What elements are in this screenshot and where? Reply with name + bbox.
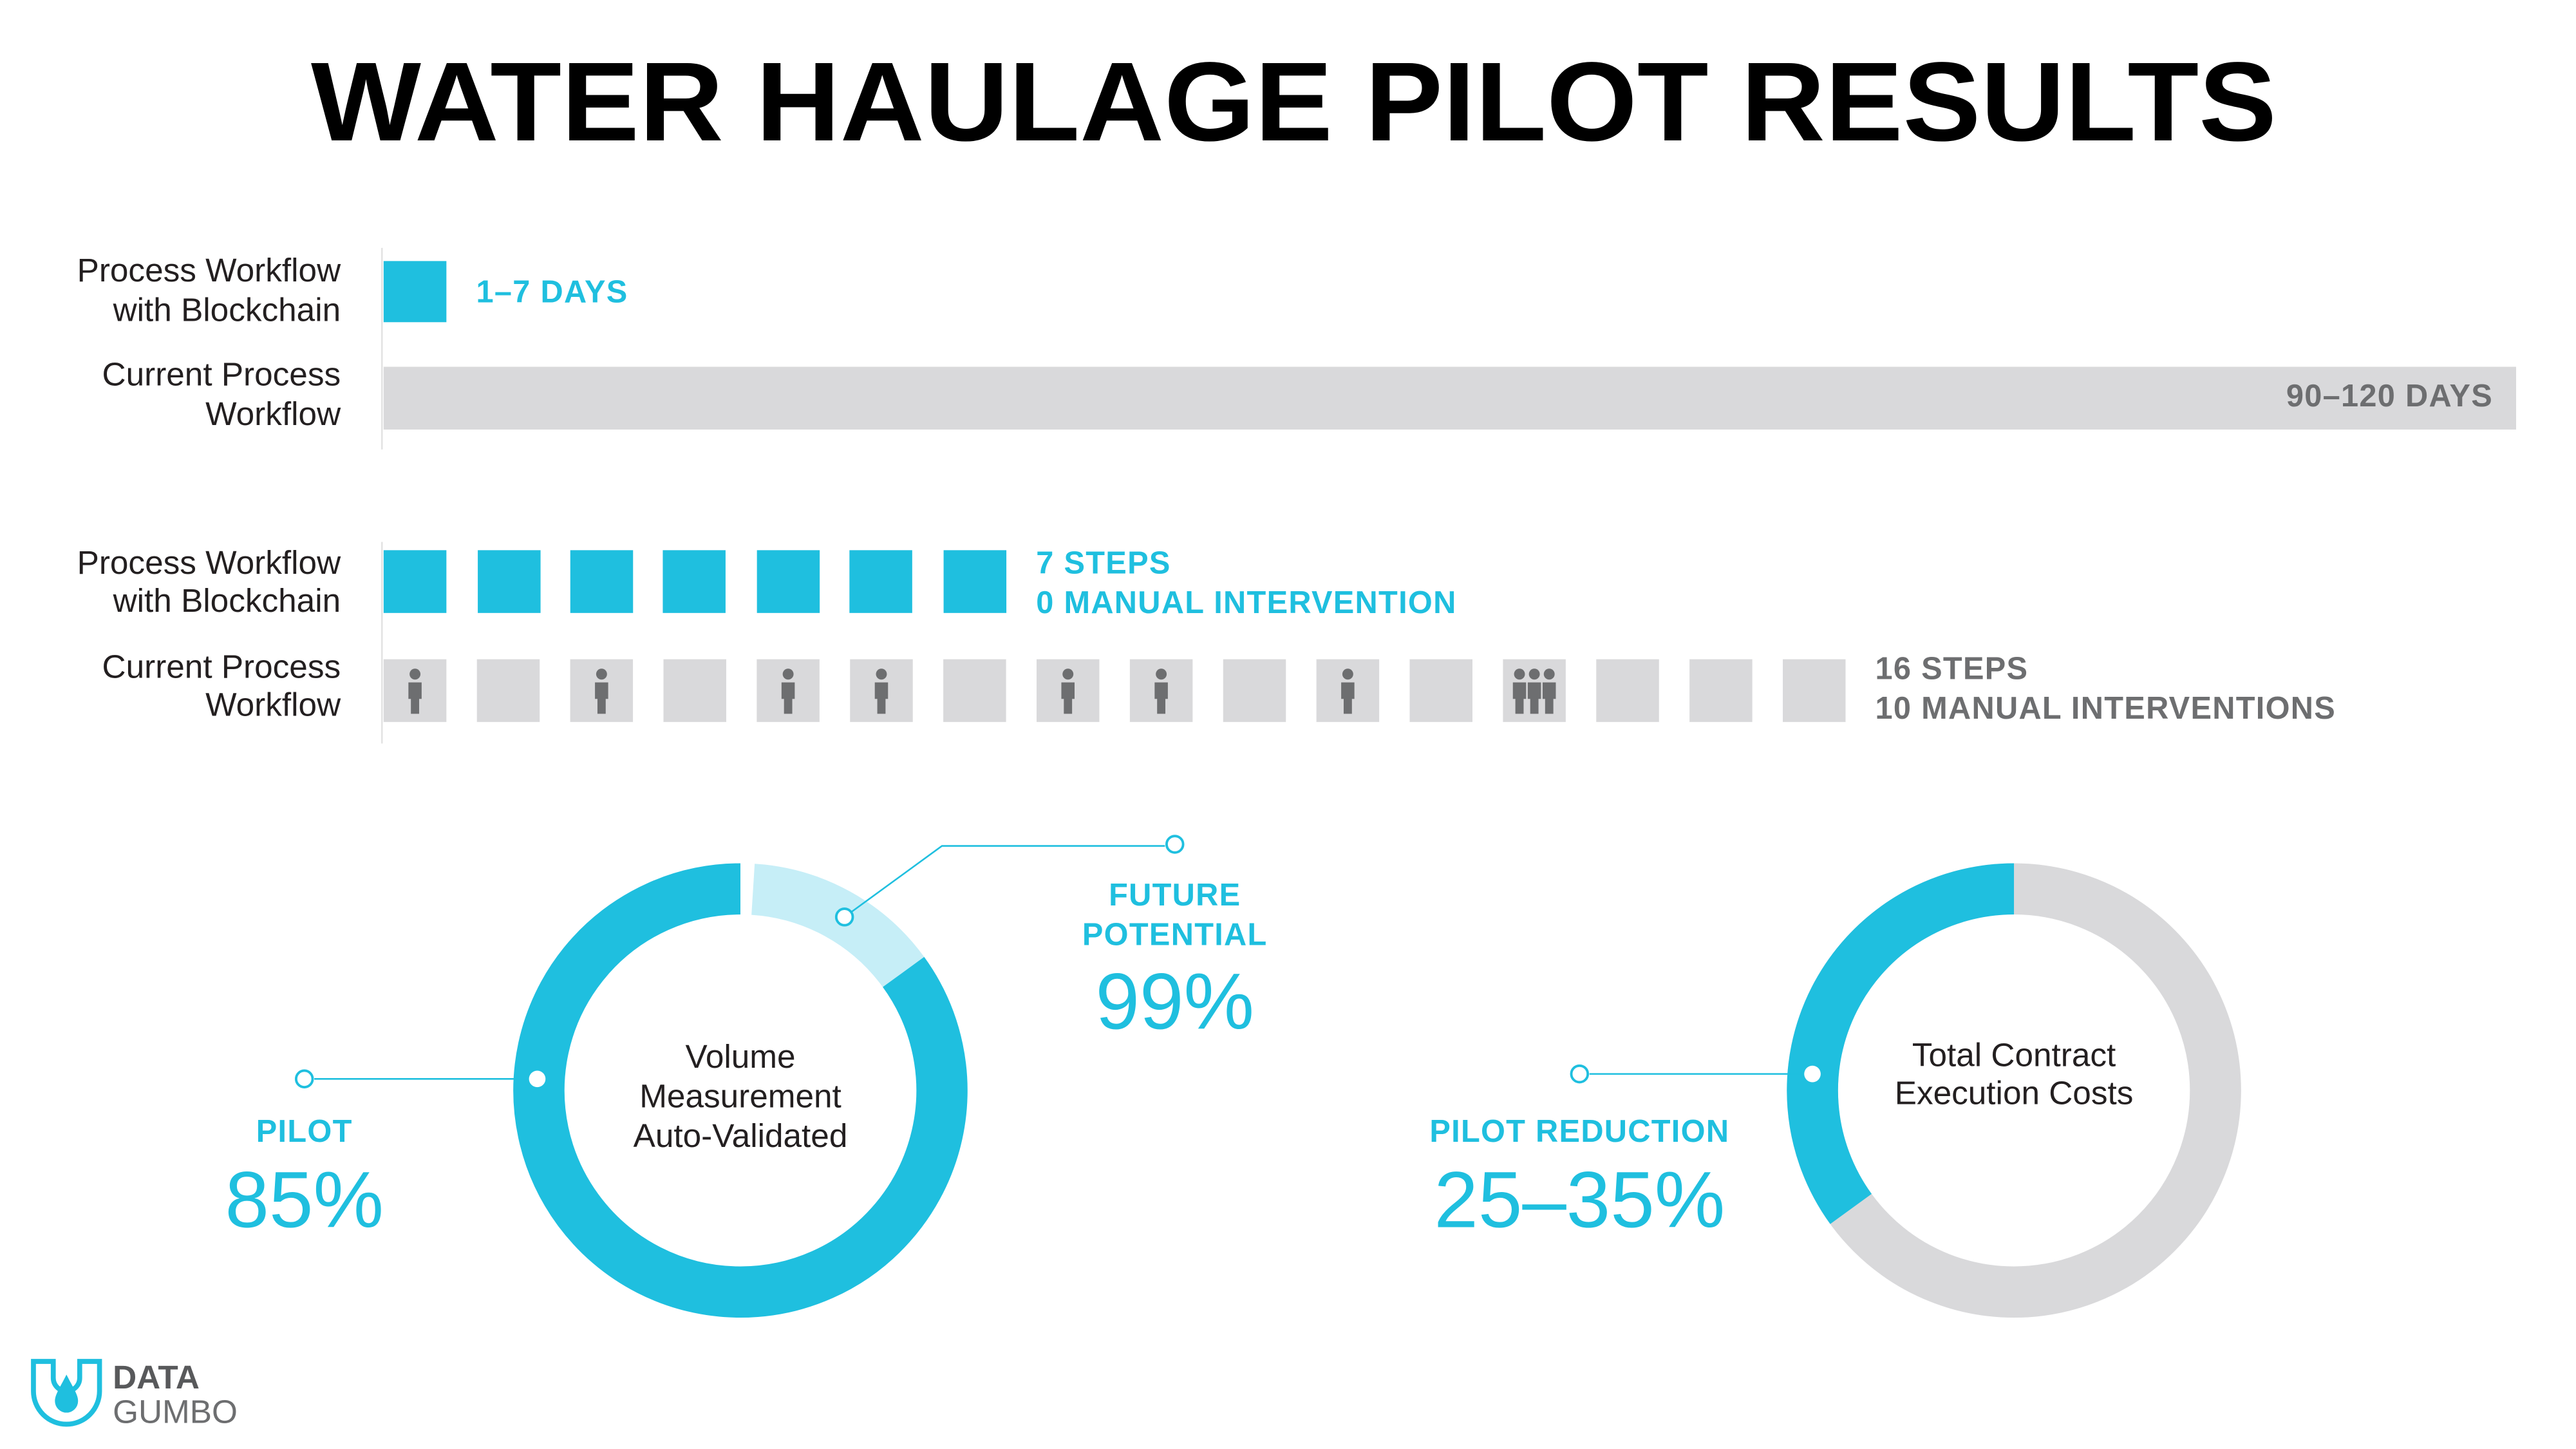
person-body [1512,682,1527,714]
donut [1787,863,2241,1318]
person-body [1061,682,1075,714]
step-square [943,659,1006,723]
step-square [943,550,1007,613]
person-head [1514,668,1525,680]
callout-dot [529,1070,546,1088]
person-body [781,682,795,714]
person-head [1543,668,1555,680]
pilot-value: 85% [225,1156,383,1244]
row-label: Process Workflow [77,252,341,289]
steps-text: 10 MANUAL INTERVENTIONS [1876,691,2336,726]
step-square [663,659,726,723]
step-square [570,550,634,613]
step-square [663,550,726,613]
logo-text: GUMBO [113,1394,238,1430]
donut-center: Execution Costs [1895,1075,2134,1112]
future-label: FUTURE [1109,878,1241,913]
step-squares [383,550,1846,723]
logo-text: DATA [113,1359,200,1396]
row-label: with Blockchain [113,291,341,328]
future-label: POTENTIAL [1082,918,1268,952]
row-label: Process Workflow [77,544,341,581]
person-body [408,682,422,714]
step-square [1596,659,1659,723]
step-square [1783,659,1846,723]
step-square [757,550,820,613]
donut-center: Measurement [639,1078,841,1115]
donut-center: Total Contract [1912,1037,2116,1074]
callout-end [294,1069,314,1089]
reduction-value: 25–35% [1434,1156,1725,1244]
person-head [1062,668,1074,680]
donut-center: Auto-Validated [634,1117,848,1154]
steps-text: 7 STEPS [1036,545,1170,580]
person-head [876,668,887,680]
step-square [1409,659,1472,723]
step-square [478,550,541,613]
steps-text: 16 STEPS [1876,651,2029,686]
person-head [1528,668,1540,680]
step-square [476,659,540,723]
row-label: Workflow [205,687,341,723]
row-label: Current Process [102,355,341,392]
callout-dot [1804,1065,1821,1083]
step-square [1223,659,1286,723]
callout-line [843,845,1165,918]
row-label: Current Process [102,649,341,685]
reduction-label: PILOT REDUCTION [1429,1114,1729,1149]
pilot-label: PILOT [256,1114,353,1149]
person-body [1542,682,1556,714]
person-body [874,682,888,714]
person-body [1527,682,1541,714]
blockchain-bar [383,261,447,323]
pilot-arc [513,863,968,1318]
person-body [595,682,608,714]
future-value: 99% [1096,958,1254,1046]
person-head [1156,668,1167,680]
title: WATER HAULAGE PILOT RESULTS [311,39,2277,164]
person-head [596,668,607,680]
steps-text: 0 MANUAL INTERVENTION [1036,585,1456,620]
callout-dot [834,907,854,927]
step-square [1689,659,1753,723]
step-square [383,550,447,613]
row-label: Workflow [205,395,341,432]
row-label: with Blockchain [113,582,341,619]
person-head [1342,668,1353,680]
future-arc [751,864,925,988]
person-body [1341,682,1355,714]
donut-center: Volume [685,1038,795,1075]
person-head [782,668,794,680]
step-square [849,550,912,613]
callout-end [1570,1064,1590,1084]
current-bar [383,366,2516,430]
person-head [409,668,421,680]
callout-end [1165,835,1185,854]
logo-icon [31,1359,102,1427]
reduction-arc [1787,863,2015,1224]
person-body [1154,682,1168,714]
duration-label: 90–120 DAYS [2286,379,2493,413]
duration-label: 1–7 DAYS [476,275,628,310]
